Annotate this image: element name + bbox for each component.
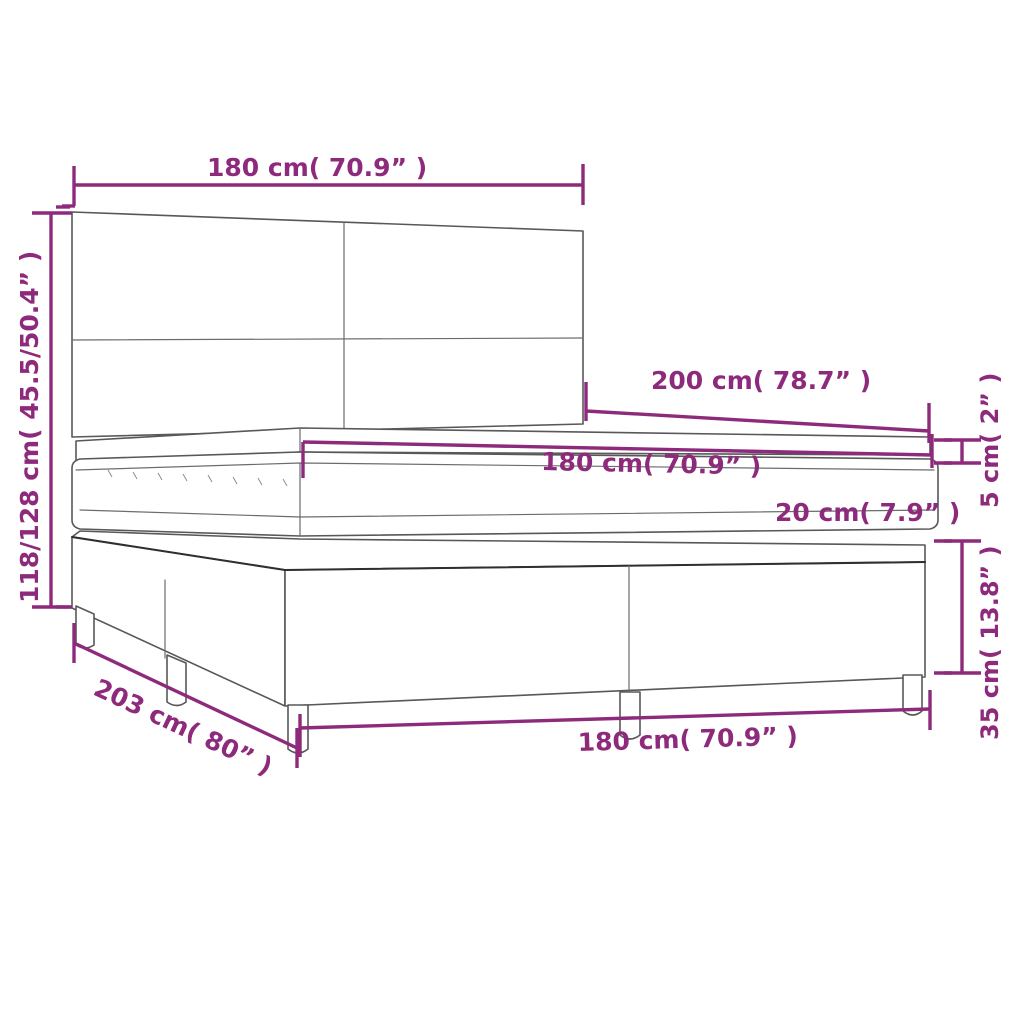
mattress-body [71,451,939,537]
dim-base-width: 180 cm( 70.9” ) [298,690,932,757]
leg-rear-left [75,605,95,649]
headboard [71,211,584,438]
dim-mattress-width-label: 180 cm( 70.9” ) [541,447,762,481]
dim-topper-thickness-label: 5 cm( 2” ) [976,373,1004,508]
bed-illustration [71,211,939,754]
base-top-edge-highlight [71,536,926,571]
dim-base-height: 35 cm( 13.8” ) [934,539,1004,740]
dim-headboard-width: 180 cm( 70.9” ) [56,153,585,209]
dim-mattress-width: 180 cm( 70.9” ) [301,434,934,481]
dim-mattress-thickness: 20 cm( 7.9” ) [775,498,960,527]
dim-base-width-label: 180 cm( 70.9” ) [577,721,798,757]
dim-topper-thickness: 5 cm( 2” ) [934,373,1004,508]
headboard-panel-outline [71,211,584,438]
leg-mid-left [166,654,187,707]
dim-base-height-label: 35 cm( 13.8” ) [976,545,1004,740]
leg-front-center [619,691,641,740]
dim-headboard-width-label: 180 cm( 70.9” ) [207,153,427,182]
mattress [71,451,939,537]
box-spring-base [71,530,926,707]
mattress-stitch-detail [107,469,288,487]
dim-mattress-thickness-label: 20 cm( 7.9” ) [775,498,960,527]
dim-bed-length-label: 200 cm( 78.7” ) [651,366,871,395]
base-front-face [284,561,926,707]
dim-total-height: 118/128 cm( 45.5/50.4” ) [15,204,75,609]
dim-total-height-label: 118/128 cm( 45.5/50.4” ) [15,251,44,603]
headboard-horizontal-seam [71,337,584,341]
dim-bed-length: 200 cm( 78.7” ) [584,366,931,443]
mattress-lower-seam [79,509,935,518]
